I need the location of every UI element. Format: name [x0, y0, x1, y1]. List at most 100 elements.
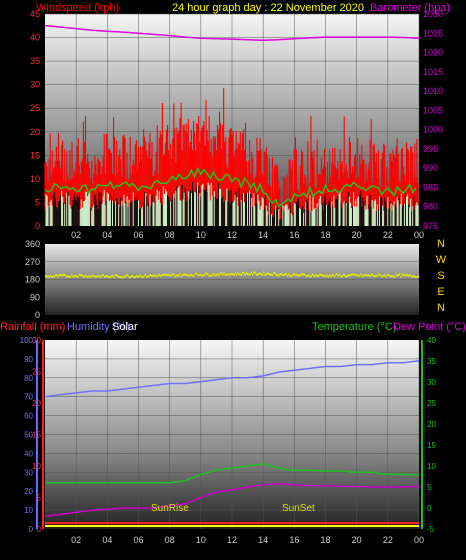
direction-point [121, 276, 123, 279]
direction-point [139, 274, 142, 277]
direction-point [244, 274, 246, 277]
humidity-tick: 50 [24, 431, 33, 440]
direction-point [81, 274, 83, 277]
direction-point [263, 271, 265, 274]
direction-point [122, 276, 124, 279]
direction-point [409, 273, 411, 276]
direction-point [204, 273, 206, 276]
direction-point [101, 274, 103, 277]
direction-point [404, 274, 406, 277]
direction-point [223, 271, 225, 274]
direction-point [258, 272, 260, 275]
direction-point [72, 275, 74, 278]
direction-point [59, 273, 62, 276]
direction-axis-ticks: 360 270 180 90 0 [25, 239, 40, 320]
direction-point [154, 274, 157, 277]
wind-x-ticks: 02 04 06 08 10 12 14 16 18 20 22 00 [71, 230, 424, 240]
humidity-tick: 70 [24, 393, 33, 402]
direction-point [76, 275, 78, 278]
direction-point [127, 274, 129, 277]
direction-point [227, 273, 229, 276]
direction-point [371, 273, 373, 276]
humidity-tick: 20 [24, 487, 33, 496]
direction-point [336, 273, 339, 276]
direction-point [300, 273, 302, 276]
direction-point [323, 274, 325, 277]
direction-point [222, 273, 224, 276]
x-tick: 18 [320, 230, 330, 240]
direction-point [179, 273, 181, 276]
humidity-tick: 80 [24, 374, 33, 383]
direction-point [298, 274, 300, 277]
wind-tick: 35 [30, 56, 40, 66]
direction-point [319, 273, 321, 276]
direction-point [48, 276, 51, 279]
direction-point [234, 272, 236, 275]
direction-point [332, 274, 335, 277]
direction-point [159, 274, 161, 277]
direction-point [362, 274, 365, 277]
compass-letter: S [437, 270, 444, 282]
wind-tick: 40 [30, 33, 40, 43]
direction-point [367, 274, 370, 277]
direction-tick: 180 [25, 275, 40, 285]
humidity-tick: 100 [20, 336, 34, 345]
direction-point [136, 275, 138, 278]
x-tick: 04 [102, 230, 112, 240]
temperature-tick: 20 [427, 420, 436, 429]
wind-low-series [44, 182, 419, 226]
direction-point [337, 274, 340, 277]
direction-point [63, 273, 65, 276]
direction-point [175, 274, 178, 277]
direction-point [228, 274, 230, 277]
temperature-axis-bar [421, 340, 423, 529]
rainfall-tick: 5 [37, 494, 42, 503]
direction-point [274, 272, 276, 275]
direction-point [160, 274, 163, 277]
direction-point [249, 273, 251, 276]
direction-point [149, 273, 152, 276]
graph-title: 24 hour graph day : 22 November 2020 [172, 2, 364, 14]
direction-point [49, 274, 52, 277]
direction-point [306, 275, 309, 278]
barometer-line [44, 24, 420, 41]
direction-point [243, 272, 245, 275]
direction-point [150, 274, 153, 277]
direction-point [416, 275, 418, 278]
direction-point [399, 273, 401, 276]
direction-point [207, 273, 209, 276]
direction-point [288, 273, 290, 276]
humidity-tick: 90 [24, 355, 33, 364]
direction-point [107, 275, 109, 278]
baro-axis-title: Barometer (hpa) [370, 2, 450, 14]
direction-point [268, 273, 270, 276]
direction-point [387, 274, 390, 277]
rainfall-legend: Rainfall (mm) [0, 321, 65, 333]
direction-point [330, 275, 332, 278]
direction-point [145, 275, 148, 278]
direction-point [344, 274, 346, 277]
direction-point [56, 274, 58, 277]
temperature-line [45, 463, 420, 484]
direction-point [316, 274, 319, 277]
direction-point [392, 275, 395, 278]
x-tick: 08 [165, 230, 175, 240]
temperature-tick: 0 [427, 504, 432, 513]
direction-point [279, 273, 281, 276]
direction-point [83, 275, 85, 278]
direction-point [197, 273, 199, 276]
x-tick: 16 [289, 230, 299, 240]
direction-point [229, 273, 231, 276]
direction-point [342, 273, 345, 276]
direction-point [411, 275, 413, 278]
direction-point [169, 275, 171, 278]
temperature-tick: 15 [427, 441, 436, 450]
direction-point [93, 275, 95, 278]
direction-point [311, 273, 314, 276]
direction-point [407, 274, 410, 277]
direction-point [71, 273, 73, 276]
direction-point [254, 271, 256, 274]
direction-point [94, 275, 97, 278]
solar-legend: Solar [112, 321, 138, 333]
